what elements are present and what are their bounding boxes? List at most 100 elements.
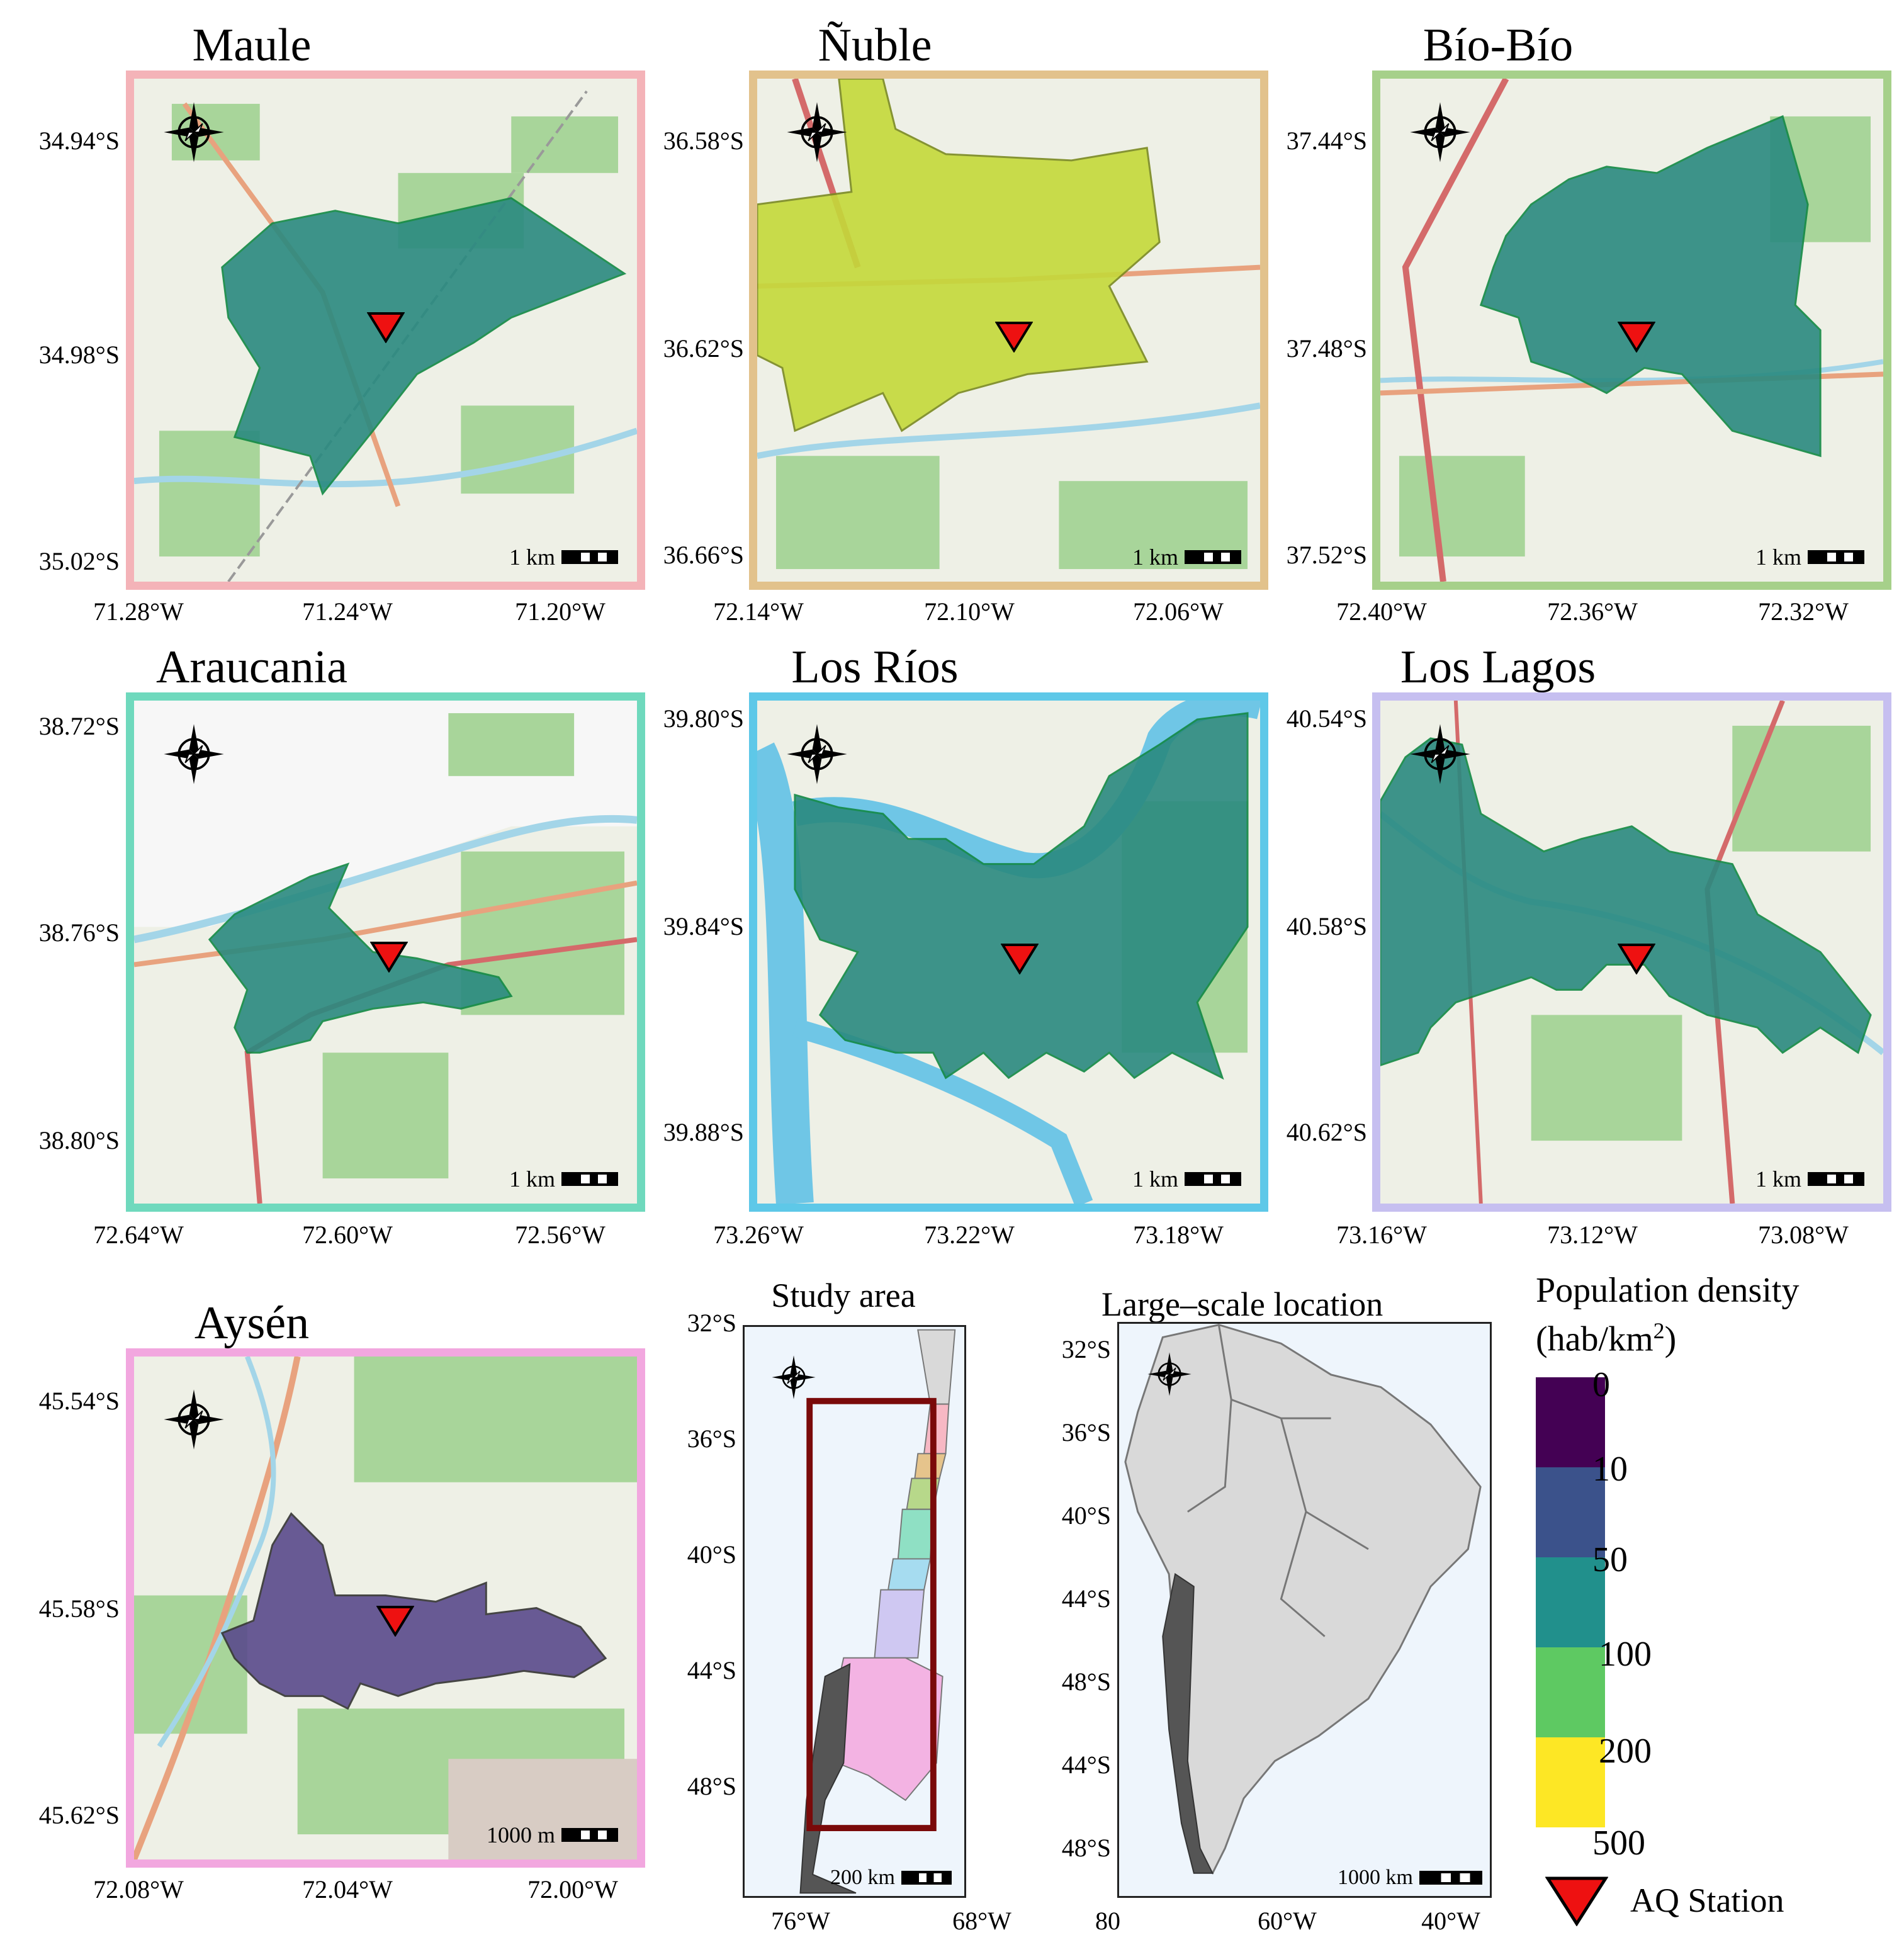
panel-title: Araucania [155,641,348,693]
map-frame-aysen: 1000 m [126,1348,645,1868]
legend-label: 100 [1599,1635,1652,1674]
lon-label: 72.00°W [527,1875,618,1904]
legend-label: 200 [1599,1732,1652,1771]
lon-label: 72.04°W [302,1875,393,1904]
lat-label: 36.62°S [663,334,744,363]
lat-label: 48°S [1061,1667,1111,1696]
lon-label: 73.12°W [1547,1221,1638,1249]
scale-bar: 1 km [509,1166,618,1192]
lat-label: 37.44°S [1286,127,1367,155]
lat-label: 44°S [1061,1751,1111,1779]
legend-label: 50 [1592,1540,1628,1579]
legend-title-line1: Population density [1536,1271,1800,1310]
legend-bin-50 [1536,1557,1605,1647]
aq-station-marker [1001,944,1039,974]
aq-station-legend-icon [1545,1876,1608,1926]
lon-label: 71.24°W [302,597,393,626]
urban-area [794,712,1249,1080]
urban-area [220,1512,607,1710]
aq-station-legend-label: AQ Station [1630,1881,1784,1919]
legend-bin-200 [1536,1737,1605,1827]
lat-label: 40.54°S [1286,704,1367,733]
compass-icon [771,1354,816,1401]
lon-label: 72.08°W [93,1875,184,1904]
lon-label: 73.16°W [1336,1221,1427,1249]
legend-title-line2: (hab/km2) [1536,1318,1677,1359]
compass-icon [162,1388,225,1451]
lat-label: 45.62°S [38,1801,120,1829]
lat-label: 36.66°S [663,541,744,569]
lat-label: 40.58°S [1286,912,1367,940]
lat-label: 40°S [1061,1501,1111,1530]
legend-label: 500 [1592,1824,1645,1863]
map-frame-losrios: 1 km [749,692,1268,1212]
compass-icon [162,101,225,164]
basemap [1380,79,1883,582]
legend-label: 0 [1592,1365,1610,1404]
urban-area [221,197,627,496]
map-frame-loslagos: 1 km [1372,692,1891,1212]
compass-icon [162,723,225,786]
panel-title: Los Lagos [1400,641,1596,693]
lon-label: 72.40°W [1336,597,1427,626]
lat-label: 44°S [1061,1584,1111,1613]
study-area-map: 200 km [743,1325,966,1898]
lat-label: 34.98°S [38,341,120,369]
lon-label: 73.26°W [713,1221,804,1249]
lat-label: 38.76°S [38,918,120,947]
aq-station-marker [367,312,405,343]
compass-icon [1409,723,1472,786]
lon-label: 72.60°W [302,1221,393,1249]
lon-label: 72.06°W [1133,597,1224,626]
lon-label: 60°W [1258,1907,1317,1935]
lon-label: 73.08°W [1758,1221,1849,1249]
lon-label: 76°W [771,1907,830,1935]
large-scale-map: 1000 km [1117,1322,1492,1898]
lat-label: 38.80°S [38,1126,120,1154]
lat-label: 45.54°S [38,1387,120,1415]
lat-label: 45.58°S [38,1594,120,1623]
lat-label: 32°S [1061,1335,1111,1363]
legend-bin-10 [1536,1467,1605,1557]
map-frame-nuble: 1 km [749,71,1268,590]
urban-area [1479,115,1822,458]
aq-station-marker [1618,944,1655,974]
lat-label: 37.48°S [1286,334,1367,363]
scale-bar: 1 km [1755,544,1864,570]
lat-label: 34.94°S [38,127,120,155]
lat-label: 36°S [1061,1418,1111,1447]
lon-label: 72.36°W [1547,597,1638,626]
lat-label: 39.84°S [663,912,744,940]
lat-label: 37.52°S [1286,541,1367,569]
lon-label: 72.56°W [515,1221,606,1249]
legend-title: Population density (hab/km2) [1536,1270,1799,1360]
lon-label: 71.28°W [93,597,184,626]
lon-label: 71.20°W [515,597,606,626]
urban-area [208,862,513,1054]
legend-bin-0 [1536,1377,1605,1467]
lon-label: 73.22°W [924,1221,1015,1249]
map-frame-araucania: 1 km [126,692,645,1212]
legend-label: 10 [1592,1450,1628,1489]
study-extent-box [806,1397,937,1831]
aq-station-marker [1618,322,1655,353]
legend-bin-100 [1536,1647,1605,1737]
panel-title: Ñuble [818,20,932,71]
lon-label: 73.18°W [1133,1221,1224,1249]
scale-bar: 1 km [1755,1166,1864,1192]
lat-label: 40°S [687,1540,736,1569]
lat-label: 39.80°S [663,704,744,733]
lat-label: 40.62°S [1286,1118,1367,1146]
map-frame-maule: 1 km [126,71,645,590]
lon-label: 72.32°W [1758,597,1849,626]
scale-bar: 1000 m [487,1822,618,1848]
scale-bar: 1 km [1132,1166,1241,1192]
compass-icon [1409,101,1472,164]
lon-label: 80 [1095,1907,1120,1935]
urban-area [757,79,1161,432]
study-area-title: Study area [771,1277,916,1314]
large-scale-title: Large–scale location [1101,1285,1383,1323]
compass-icon [1147,1351,1192,1397]
lat-label: 35.02°S [38,547,120,575]
scale-bar: 1 km [1132,544,1241,570]
